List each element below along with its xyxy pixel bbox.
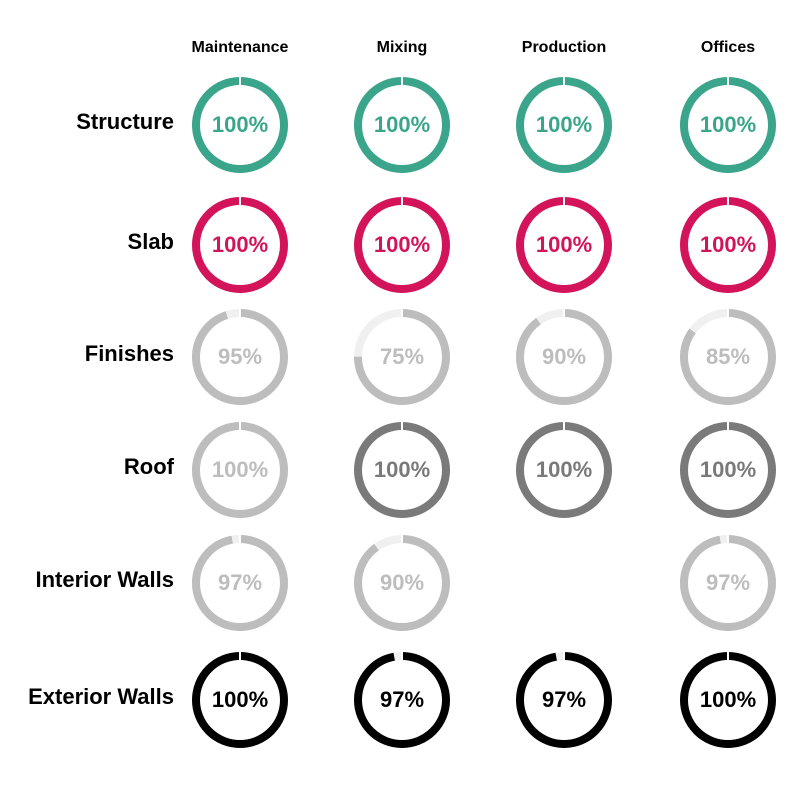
gauge-value-label: 100%: [700, 687, 756, 712]
gauge-finishes-production: 90%: [516, 308, 612, 405]
gauge-roof-maintenance: 100%: [192, 421, 288, 518]
gauge-roof-production: 100%: [516, 421, 612, 518]
gauge-value-label: 100%: [700, 112, 756, 137]
progress-gauges: 100% 100% 100% 100% 100% 100% 100% 100% 95% 75% 90…: [192, 76, 776, 748]
gauge-exterior-walls-offices: 100%: [680, 651, 776, 748]
gauge-value-label: 100%: [374, 232, 430, 257]
gauge-value-label: 97%: [706, 570, 750, 595]
gauge-structure-production: 100%: [516, 76, 612, 173]
row-labels: Structure Slab Finishes Roof Interior Walls E…: [28, 109, 175, 709]
gauge-value-label: 75%: [380, 344, 424, 369]
gauge-value-label: 100%: [700, 232, 756, 257]
gauge-structure-maintenance: 100%: [192, 76, 288, 173]
column-headers: Maintenance Mixing Production Offices: [192, 39, 756, 56]
gauge-value-label: 97%: [380, 687, 424, 712]
gauge-interior-walls-mixing: 90%: [354, 534, 450, 631]
gauge-exterior-walls-maintenance: 100%: [192, 651, 288, 748]
gauge-finishes-maintenance: 95%: [192, 308, 288, 405]
gauge-value-label: 90%: [380, 570, 424, 595]
gauge-interior-walls-offices: 97%: [680, 534, 776, 631]
gauge-value-label: 100%: [212, 687, 268, 712]
gauge-value-label: 100%: [536, 112, 592, 137]
row-label-structure: Structure: [76, 109, 174, 134]
gauge-roof-mixing: 100%: [354, 421, 450, 518]
column-header-mixing: Mixing: [377, 39, 428, 56]
gauge-value-label: 100%: [212, 112, 268, 137]
column-header-offices: Offices: [701, 39, 755, 56]
gauge-value-label: 100%: [536, 232, 592, 257]
gauge-slab-maintenance: 100%: [192, 196, 288, 293]
gauge-value-label: 97%: [542, 687, 586, 712]
row-label-interior-walls: Interior Walls: [35, 567, 174, 592]
gauge-value-label: 90%: [542, 344, 586, 369]
gauge-exterior-walls-mixing: 97%: [354, 651, 450, 748]
gauge-value-label: 100%: [374, 457, 430, 482]
gauge-value-label: 100%: [700, 457, 756, 482]
gauge-value-label: 97%: [218, 570, 262, 595]
gauge-finishes-offices: 85%: [680, 308, 776, 405]
gauge-slab-offices: 100%: [680, 196, 776, 293]
gauge-structure-mixing: 100%: [354, 76, 450, 173]
gauge-interior-walls-maintenance: 97%: [192, 534, 288, 631]
gauge-value-label: 100%: [212, 457, 268, 482]
row-label-exterior-walls: Exterior Walls: [28, 684, 174, 709]
gauge-value-label: 85%: [706, 344, 750, 369]
row-label-finishes: Finishes: [85, 341, 174, 366]
gauge-value-label: 100%: [536, 457, 592, 482]
gauge-slab-mixing: 100%: [354, 196, 450, 293]
gauge-value-label: 100%: [374, 112, 430, 137]
row-label-roof: Roof: [124, 454, 175, 479]
gauge-exterior-walls-production: 97%: [516, 651, 612, 748]
gauge-structure-offices: 100%: [680, 76, 776, 173]
gauge-finishes-mixing: 75%: [354, 308, 450, 405]
gauge-roof-offices: 100%: [680, 421, 776, 518]
gauge-slab-production: 100%: [516, 196, 612, 293]
row-label-slab: Slab: [128, 229, 174, 254]
gauge-value-label: 100%: [212, 232, 268, 257]
column-header-maintenance: Maintenance: [192, 39, 289, 56]
column-header-production: Production: [522, 39, 606, 56]
gauge-value-label: 95%: [218, 344, 262, 369]
